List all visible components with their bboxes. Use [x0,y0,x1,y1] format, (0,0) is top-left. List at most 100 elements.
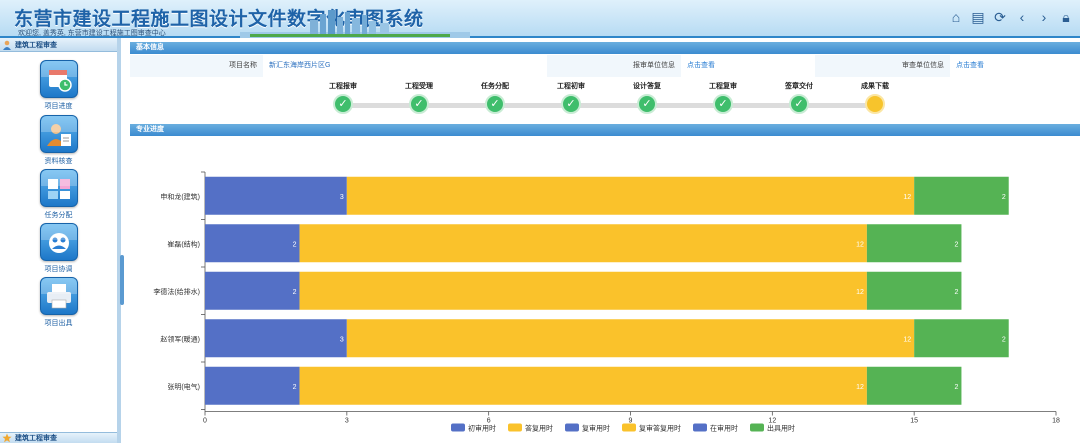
back-icon[interactable]: ‹ [1019,9,1025,25]
bar-value-label: 2 [1002,336,1006,343]
forward-icon[interactable]: › [1041,9,1047,25]
review-unit-link[interactable]: 点击查看 [950,55,1080,77]
legend-swatch [508,423,522,432]
bar-value-label: 2 [955,384,959,391]
sidebar-header[interactable]: 建筑工程审查 [0,38,117,52]
sidebar-collapse-handle[interactable] [120,255,124,305]
sidebar-item-document-review[interactable]: 资料核查 [0,115,117,166]
workflow-step: 工程复审 ✓ [693,82,753,114]
document-icon[interactable]: ▤ [971,9,985,25]
city-skyline-icon [240,10,470,38]
check-icon: ✓ [485,94,505,114]
workflow-step-label: 成果下载 [861,83,889,90]
sidebar-item-project-coordination[interactable]: 项目协调 [0,223,117,274]
category-label: 张明(电气) [167,382,200,391]
bar-value-label: 12 [856,289,864,296]
x-tick-label: 3 [345,418,349,425]
bar-value-label: 2 [955,241,959,248]
project-name-value: 新汇东海岸西片区G [263,55,547,77]
bar-value-label: 2 [293,241,297,248]
legend-label: 复审用时 [582,424,610,433]
bar-segment [866,366,962,405]
progress-chart: 申和龙(建筑) 3 12 2 崔磊(结构) 2 12 2 李德法(给排水) 2 12 2 赵领军(暖通)… [130,137,1080,443]
workflow-step-label: 工程受理 [405,83,433,90]
workflow-step: 成果下载 [845,82,905,114]
category-label: 李德法(给排水) [153,287,200,296]
progress-section-title: 专业进度 [130,124,1080,136]
bar-segment [205,319,347,358]
sidebar-item-label: 项目出具 [44,320,73,327]
bar-segment [299,366,867,405]
legend-label: 答复用时 [525,424,553,433]
workflow-step: 工程初审 ✓ [541,82,601,114]
legend-swatch [693,423,707,432]
check-icon: ✓ [789,94,809,114]
submit-unit-link[interactable]: 点击查看 [681,55,815,77]
check-icon: ✓ [333,94,353,114]
category-label: 赵领军(暖通) [160,334,200,343]
workflow-step: 工程报审 ✓ [313,82,373,114]
sidebar-item-task-assign[interactable]: 任务分配 [0,169,117,220]
header-toolbar: ⌂ ▤ ⟳ ‹ › 🔒︎ [948,9,1074,25]
workflow-step: 设计答复 ✓ [617,82,677,114]
x-tick-label: 15 [910,418,918,425]
workflow-step-label: 签章交付 [785,83,813,90]
bar-value-label: 2 [293,289,297,296]
check-icon: ✓ [713,94,733,114]
bar-value-label: 12 [903,336,911,343]
x-tick-label: 12 [768,418,776,425]
bar-segment [914,176,1009,215]
legend-swatch [451,423,465,432]
bar-segment [299,271,867,310]
x-tick-label: 0 [203,418,207,425]
person-review-icon [39,115,78,153]
sidebar-item-label: 项目进度 [44,103,73,110]
lock-icon[interactable]: 🔒︎ [1062,9,1070,25]
bar-segment [299,224,867,263]
bar-segment [866,271,962,310]
task-assign-icon [39,169,78,207]
sidebar-item-label: 任务分配 [44,212,73,219]
workflow-step: 签章交付 ✓ [769,82,829,114]
pending-circle-icon [865,94,885,114]
coordination-icon [39,223,78,261]
bar-value-label: 12 [903,194,911,201]
bar-segment [205,176,347,215]
refresh-icon[interactable]: ⟳ [994,9,1006,25]
bar-value-label: 2 [293,384,297,391]
workflow-step: 任务分配 ✓ [465,82,525,114]
bar-segment [346,319,915,358]
basic-info-row: 项目名称 新汇东海岸西片区G 报审单位信息 点击查看 审查单位信息 点击查看 [130,55,1080,77]
bar-segment [346,176,915,215]
workflow-steps: 工程报审 ✓ 工程受理 ✓ 任务分配 ✓ 工程初审 ✓ 设计答复 ✓ 工程复审 ✓ 签章交付 ✓ 成果下载 [325,82,889,116]
review-unit-label: 审查单位信息 [815,55,950,77]
calendar-clock-icon [39,60,78,98]
submit-unit-label: 报审单位信息 [547,55,681,77]
workflow-step-label: 工程报审 [329,83,357,90]
printer-icon [39,277,78,315]
bar-value-label: 2 [955,289,959,296]
sidebar-item-label: 资料核查 [44,158,73,165]
x-tick-label: 9 [629,418,633,425]
sidebar-item-project-progress[interactable]: 项目进度 [0,60,117,111]
workflow-step-label: 任务分配 [481,83,509,90]
legend-swatch [565,423,579,432]
legend-label: 初审用时 [468,424,496,433]
bar-segment [205,271,300,310]
sidebar-footer-label: 建筑工程审查 [15,435,57,442]
home-icon[interactable]: ⌂ [951,9,961,25]
workflow-track [343,103,873,108]
bar-segment [205,224,300,263]
workflow-step-label: 工程初审 [557,83,585,90]
x-tick-label: 6 [487,418,491,425]
bar-value-label: 3 [340,194,344,201]
bar-value-label: 12 [856,384,864,391]
workflow-step-label: 工程复审 [709,83,737,90]
sidebar: 建筑工程审查 项目进度 资料核查 任务分配 项目协调 项目出具 建筑工程审查 [0,38,121,443]
legend-label: 出具用时 [767,424,795,433]
sidebar-item-project-output[interactable]: 项目出具 [0,277,117,328]
sidebar-footer[interactable]: 建筑工程审查 [0,432,117,443]
main-content: 基本信息 项目名称 新汇东海岸西片区G 报审单位信息 点击查看 审查单位信息 点… [130,40,1080,443]
bar-segment [866,224,962,263]
star-icon [2,433,12,443]
